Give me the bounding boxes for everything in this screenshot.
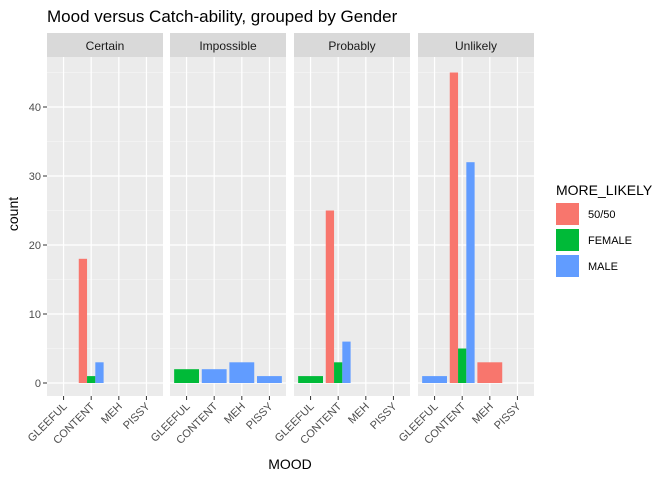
facet-strip-label: Certain xyxy=(86,39,125,53)
y-axis: 0 10 20 30 40 xyxy=(29,102,47,390)
bar-probably-gleeful-female xyxy=(298,376,323,383)
chart-title: Mood versus Catch-ability, grouped by Ge… xyxy=(47,7,398,26)
x-tick-label: PISSY xyxy=(121,400,153,432)
y-tick-label: 20 xyxy=(29,240,41,252)
legend-label-female: FEMALE xyxy=(588,235,632,247)
y-tick-label: 30 xyxy=(29,171,41,183)
legend-key-male xyxy=(556,255,579,277)
facet-strip xyxy=(294,33,410,57)
x-tick-label: PISSY xyxy=(244,400,276,432)
bar-impossible-meh-male xyxy=(229,362,255,383)
bar-probably-content-male xyxy=(342,341,351,383)
y-tick-label: 10 xyxy=(29,309,41,321)
legend-key-female xyxy=(556,229,579,251)
facet-strip xyxy=(170,33,286,57)
bar-certain-content-male xyxy=(95,362,104,383)
legend-key-50-50 xyxy=(556,203,579,225)
bar-certain-content-50-50 xyxy=(78,258,88,383)
legend-label-male: MALE xyxy=(588,261,618,273)
bar-unlikely-content-male xyxy=(466,162,475,383)
facet-strip xyxy=(418,33,534,57)
y-tick-label: 40 xyxy=(29,102,41,114)
y-tick-label: 0 xyxy=(35,378,41,390)
facet-strip-label: Probably xyxy=(328,39,375,53)
panel-background xyxy=(47,57,163,396)
bar-unlikely-content-50-50 xyxy=(449,72,459,383)
legend: MORE_LIKELY 50/50 FEMALE MALE xyxy=(556,182,653,277)
panel-background xyxy=(170,57,286,396)
facet-strip-label: Impossible xyxy=(199,39,257,53)
bar-impossible-content-male xyxy=(201,369,227,383)
x-tick-label: PISSY xyxy=(368,400,400,432)
bar-unlikely-gleeful-male xyxy=(422,376,447,383)
bar-certain-content-female xyxy=(87,376,96,383)
bar-impossible-gleeful-female xyxy=(174,369,199,383)
x-tick-label: PISSY xyxy=(492,400,524,432)
panel-background xyxy=(418,57,534,396)
bar-unlikely-meh-50-50 xyxy=(477,362,503,383)
facet-strip xyxy=(47,33,163,57)
x-axis-title: MOOD xyxy=(268,456,312,472)
y-axis-title: count xyxy=(5,197,21,231)
bar-probably-content-female xyxy=(334,362,343,383)
legend-label-50-50: 50/50 xyxy=(588,209,616,221)
bar-impossible-pissy-male xyxy=(257,376,282,383)
bar-probably-content-50-50 xyxy=(325,210,335,383)
bar-unlikely-content-female xyxy=(458,348,467,383)
panel-background xyxy=(294,57,410,396)
facet-strip-label: Unlikely xyxy=(455,39,497,53)
legend-title: MORE_LIKELY xyxy=(556,182,653,198)
